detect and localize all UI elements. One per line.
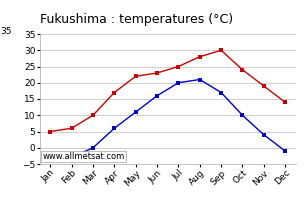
Text: Fukushima : temperatures (°C): Fukushima : temperatures (°C) [40,13,233,26]
Text: www.allmetsat.com: www.allmetsat.com [42,152,124,161]
Text: 35: 35 [1,26,12,36]
